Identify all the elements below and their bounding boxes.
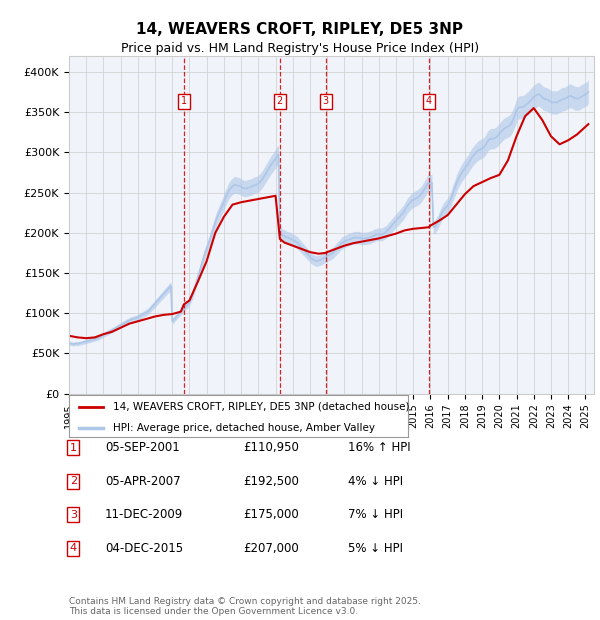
Text: 5% ↓ HPI: 5% ↓ HPI <box>348 542 403 554</box>
Text: 4: 4 <box>426 97 432 107</box>
Text: Price paid vs. HM Land Registry's House Price Index (HPI): Price paid vs. HM Land Registry's House … <box>121 42 479 55</box>
Text: 04-DEC-2015: 04-DEC-2015 <box>105 542 183 554</box>
Text: 14, WEAVERS CROFT, RIPLEY, DE5 3NP (detached house): 14, WEAVERS CROFT, RIPLEY, DE5 3NP (deta… <box>113 402 410 412</box>
Text: HPI: Average price, detached house, Amber Valley: HPI: Average price, detached house, Ambe… <box>113 423 375 433</box>
Text: 4% ↓ HPI: 4% ↓ HPI <box>348 475 403 487</box>
Text: £207,000: £207,000 <box>243 542 299 554</box>
Text: £110,950: £110,950 <box>243 441 299 454</box>
Text: £175,000: £175,000 <box>243 508 299 521</box>
Text: 4: 4 <box>70 543 77 553</box>
Text: 14, WEAVERS CROFT, RIPLEY, DE5 3NP: 14, WEAVERS CROFT, RIPLEY, DE5 3NP <box>137 22 464 37</box>
Text: 05-SEP-2001: 05-SEP-2001 <box>105 441 180 454</box>
Text: 1: 1 <box>70 443 77 453</box>
Text: 1: 1 <box>181 97 187 107</box>
Text: Contains HM Land Registry data © Crown copyright and database right 2025.: Contains HM Land Registry data © Crown c… <box>69 597 421 606</box>
Text: 3: 3 <box>70 510 77 520</box>
Text: 11-DEC-2009: 11-DEC-2009 <box>105 508 183 521</box>
Text: 3: 3 <box>323 97 329 107</box>
Text: £192,500: £192,500 <box>243 475 299 487</box>
Text: 05-APR-2007: 05-APR-2007 <box>105 475 181 487</box>
Text: 2: 2 <box>70 476 77 486</box>
Text: 7% ↓ HPI: 7% ↓ HPI <box>348 508 403 521</box>
Text: 16% ↑ HPI: 16% ↑ HPI <box>348 441 410 454</box>
Text: 2: 2 <box>277 97 283 107</box>
Text: This data is licensed under the Open Government Licence v3.0.: This data is licensed under the Open Gov… <box>69 607 358 616</box>
